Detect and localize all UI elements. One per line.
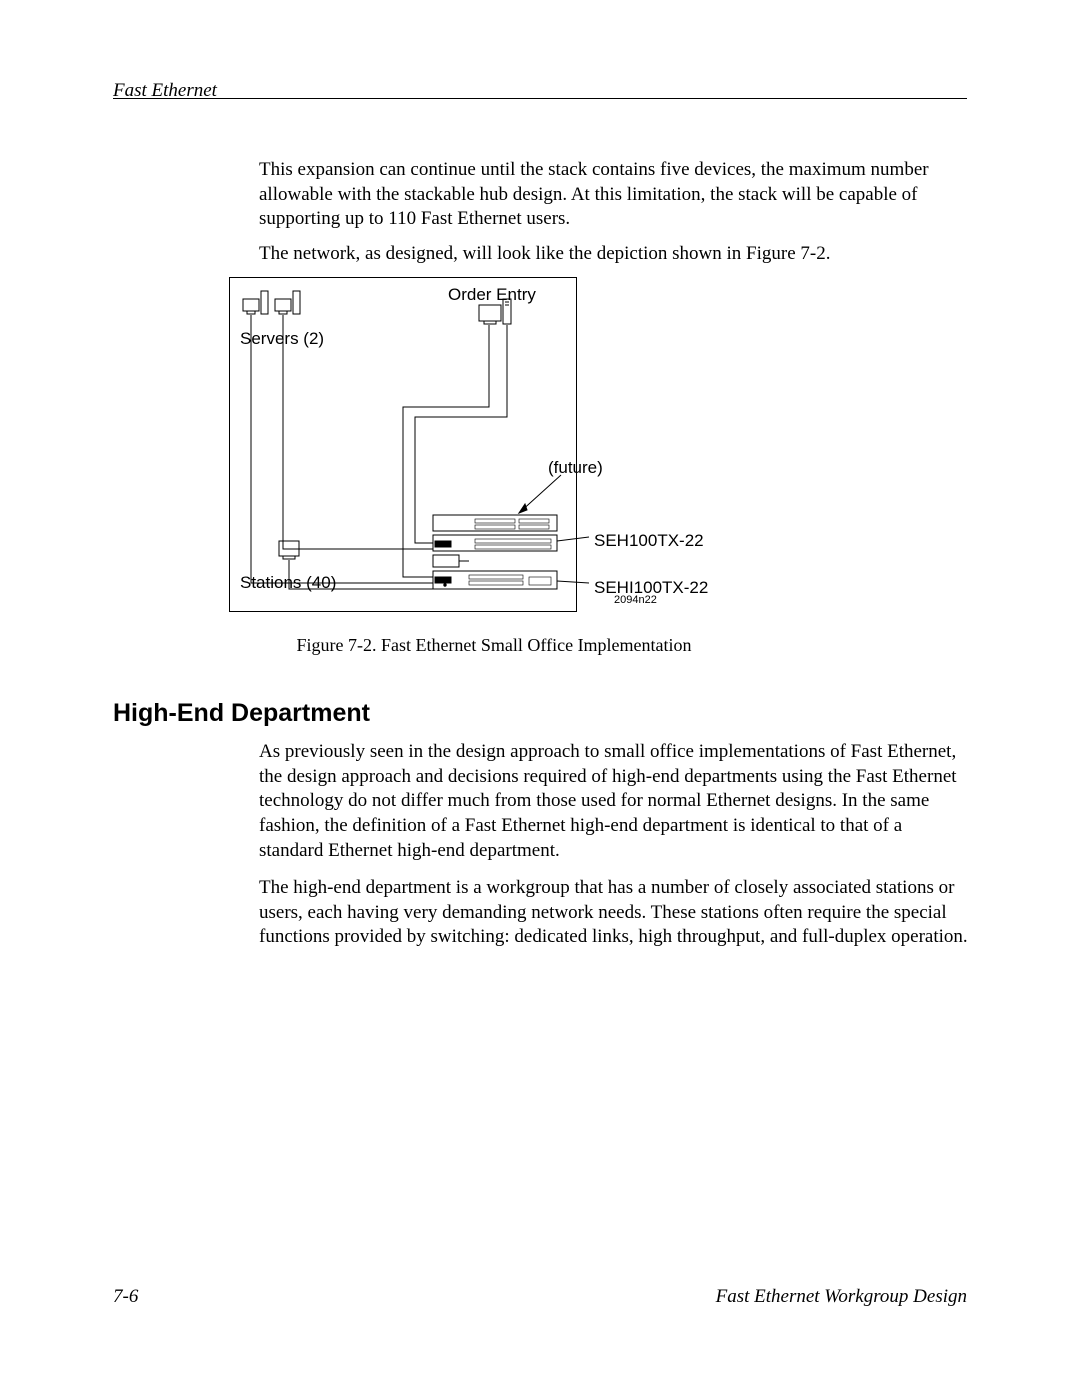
label-seh: SEH100TX-22 xyxy=(594,531,704,551)
label-servers: Servers (2) xyxy=(240,329,324,349)
page-number: 7-6 xyxy=(113,1286,138,1308)
section-heading: High-End Department xyxy=(113,699,370,728)
server-icon xyxy=(275,291,300,314)
label-order-entry: Order Entry xyxy=(448,285,536,305)
label-stations: Stations (40) xyxy=(240,573,336,593)
paragraph-2: The network, as designed, will look like… xyxy=(259,242,969,267)
figure-id: 2094n22 xyxy=(614,594,657,606)
footer-title: Fast Ethernet Workgroup Design xyxy=(716,1286,967,1308)
hub-seh-icon xyxy=(433,535,557,551)
station-pc-icon xyxy=(279,541,299,559)
header-rule xyxy=(113,98,967,99)
paragraph-3: As previously seen in the design approac… xyxy=(259,740,969,863)
leader-lines xyxy=(557,537,589,583)
figure-diagram xyxy=(229,277,709,610)
label-future: (future) xyxy=(548,458,603,478)
hub-sehi-icon xyxy=(433,571,557,589)
server-icon xyxy=(243,291,268,314)
figure-caption: Figure 7-2. Fast Ethernet Small Office I… xyxy=(229,635,759,656)
paragraph-4: The high-end department is a workgroup t… xyxy=(259,876,969,950)
interconnect-icon xyxy=(433,555,469,567)
future-arrow xyxy=(519,475,561,513)
paragraph-1: This expansion can continue until the st… xyxy=(259,158,969,232)
hub-future-icon xyxy=(433,515,557,531)
